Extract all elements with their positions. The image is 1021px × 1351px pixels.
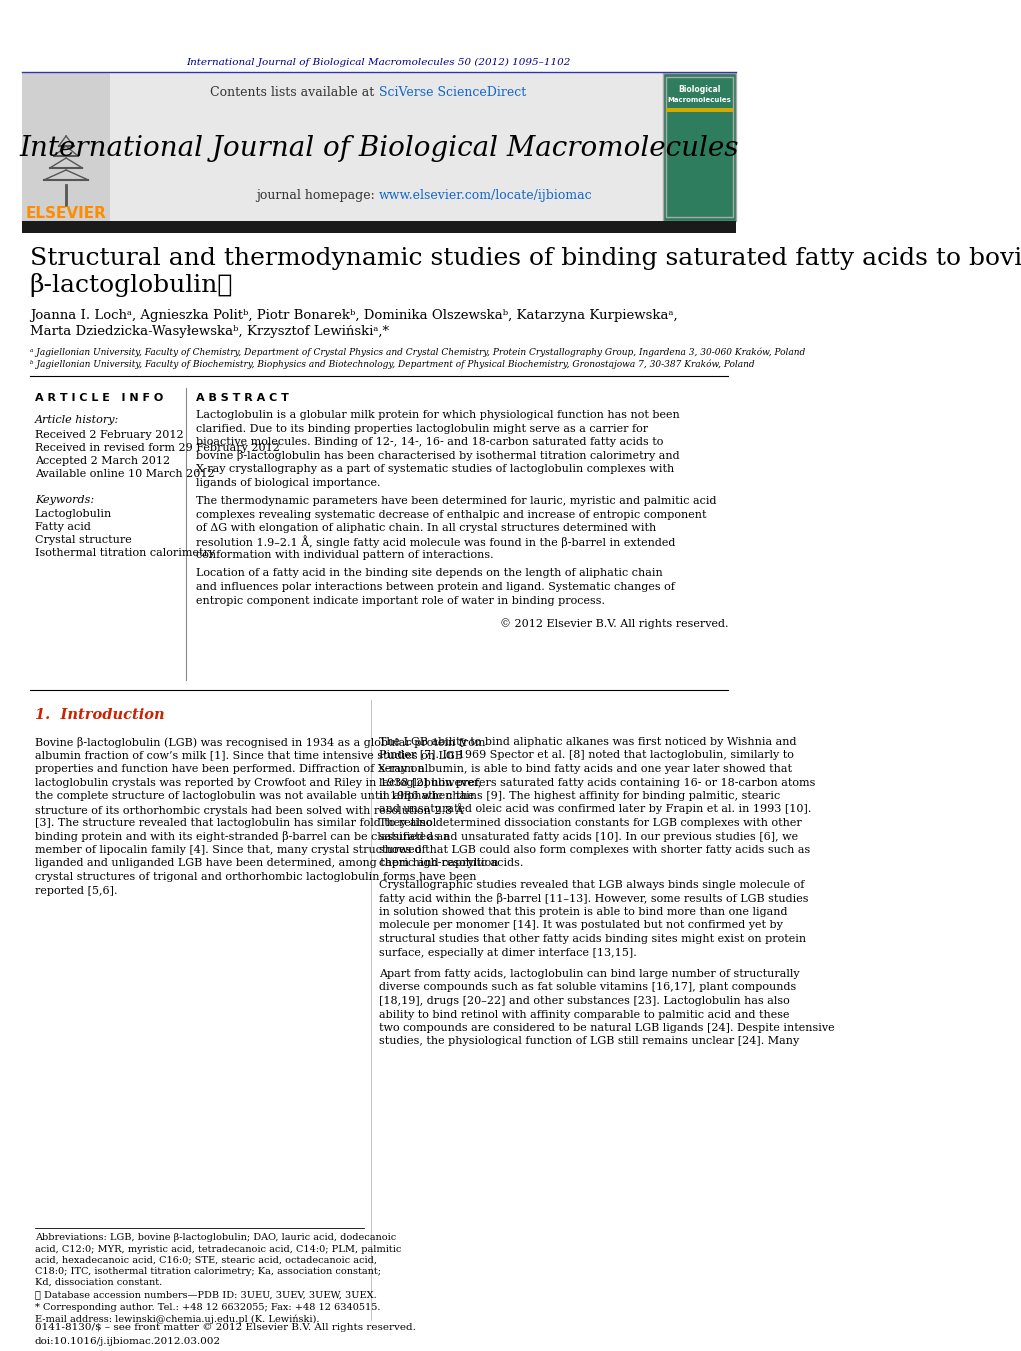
Text: molecule per monomer [14]. It was postulated but not confirmed yet by: molecule per monomer [14]. It was postul… (379, 920, 782, 931)
Text: Marta Dziedzicka-Wasyłewskaᵇ, Krzysztof Lewińskiᵃ,*: Marta Dziedzicka-Wasyłewskaᵇ, Krzysztof … (30, 324, 389, 338)
Text: doi:10.1016/j.ijbiomac.2012.03.002: doi:10.1016/j.ijbiomac.2012.03.002 (35, 1336, 221, 1346)
Text: diverse compounds such as fat soluble vitamins [16,17], plant compounds: diverse compounds such as fat soluble vi… (379, 982, 796, 993)
Text: [18,19], drugs [20–22] and other substances [23]. Lactoglobulin has also: [18,19], drugs [20–22] and other substan… (379, 996, 789, 1006)
Text: [3]. The structure revealed that lactoglobulin has similar fold to retinol: [3]. The structure revealed that lactogl… (35, 817, 436, 828)
Text: properties and function have been performed. Diffraction of X-ray on: properties and function have been perfor… (35, 765, 425, 774)
Text: A B S T R A C T: A B S T R A C T (196, 393, 289, 403)
Text: complexes revealing systematic decrease of enthalpic and increase of entropic co: complexes revealing systematic decrease … (196, 509, 707, 520)
Text: and unsaturated oleic acid was confirmed later by Frapin et al. in 1993 [10].: and unsaturated oleic acid was confirmed… (379, 804, 811, 815)
Text: Fatty acid: Fatty acid (35, 521, 91, 532)
Text: Contents lists available at: Contents lists available at (210, 86, 379, 100)
Text: Lactoglobulin is a globular milk protein for which physiological function has no: Lactoglobulin is a globular milk protein… (196, 409, 680, 420)
Text: Abbreviations: LGB, bovine β-lactoglobulin; DAO, lauric acid, dodecanoic: Abbreviations: LGB, bovine β-lactoglobul… (35, 1233, 396, 1243)
Text: fatty acid within the β-barrel [11–13]. However, some results of LGB studies: fatty acid within the β-barrel [11–13]. … (379, 893, 809, 904)
Text: © 2012 Elsevier B.V. All rights reserved.: © 2012 Elsevier B.V. All rights reserved… (500, 619, 728, 630)
Text: A R T I C L E   I N F O: A R T I C L E I N F O (35, 393, 163, 403)
Text: Available online 10 March 2012: Available online 10 March 2012 (35, 469, 214, 480)
Bar (666, 108, 733, 112)
Text: serum albumin, is able to bind fatty acids and one year later showed that: serum albumin, is able to bind fatty aci… (379, 765, 791, 774)
Text: lactoglobulin prefers saturated fatty acids containing 16- or 18-carbon atoms: lactoglobulin prefers saturated fatty ac… (379, 777, 815, 788)
Text: albumin fraction of cow’s milk [1]. Since that time intensive studies on LGB: albumin fraction of cow’s milk [1]. Sinc… (35, 751, 463, 761)
Text: * Corresponding author. Tel.: +48 12 6632055; Fax: +48 12 6340515.: * Corresponding author. Tel.: +48 12 663… (35, 1302, 381, 1312)
Text: Lactoglobulin: Lactoglobulin (35, 509, 112, 519)
Text: bovine β-lactoglobulin has been characterised by isothermal titration calorimetr: bovine β-lactoglobulin has been characte… (196, 450, 680, 461)
Text: bioactive molecules. Binding of 12-, 14-, 16- and 18-carbon saturated fatty acid: bioactive molecules. Binding of 12-, 14-… (196, 436, 664, 447)
Text: showed that LGB could also form complexes with shorter fatty acids such as: showed that LGB could also form complexe… (379, 844, 810, 855)
Text: Bovine β-lactoglobulin (LGB) was recognised in 1934 as a globular protein from: Bovine β-lactoglobulin (LGB) was recogni… (35, 736, 485, 747)
Text: studies, the physiological function of LGB still remains unclear [24]. Many: studies, the physiological function of L… (379, 1036, 799, 1047)
Text: Crystallographic studies revealed that LGB always binds single molecule of: Crystallographic studies revealed that L… (379, 880, 805, 890)
Text: They also determined dissociation constants for LGB complexes with other: They also determined dissociation consta… (379, 817, 801, 828)
Text: The thermodynamic parameters have been determined for lauric, myristic and palmi: The thermodynamic parameters have been d… (196, 496, 717, 507)
Text: ability to bind retinol with affinity comparable to palmitic acid and these: ability to bind retinol with affinity co… (379, 1009, 789, 1020)
Text: The LGB ability to bind aliphatic alkanes was first noticed by Wishnia and: The LGB ability to bind aliphatic alkane… (379, 738, 796, 747)
Text: Keywords:: Keywords: (35, 494, 94, 505)
Bar (22, 222, 736, 232)
Text: crystal structures of trigonal and orthorhombic lactoglobulin forms have been: crystal structures of trigonal and ortho… (35, 871, 477, 882)
Text: 1.  Introduction: 1. Introduction (35, 708, 164, 721)
Text: ᵃ Jagiellonian University, Faculty of Chemistry, Department of Crystal Physics a: ᵃ Jagiellonian University, Faculty of Ch… (30, 347, 805, 357)
Text: ligands of biological importance.: ligands of biological importance. (196, 477, 381, 488)
Text: Biological: Biological (678, 85, 721, 95)
Text: E-mail address: lewinski@chemia.uj.edu.pl (K. Lewiński).: E-mail address: lewinski@chemia.uj.edu.p… (35, 1315, 320, 1324)
Text: Crystal structure: Crystal structure (35, 535, 132, 544)
Text: and influences polar interactions between protein and ligand. Systematic changes: and influences polar interactions betwee… (196, 582, 675, 592)
Text: structure of its orthorhombic crystals had been solved with resolution 2.8 Å: structure of its orthorhombic crystals h… (35, 802, 464, 816)
Text: X-ray crystallography as a part of systematic studies of lactoglobulin complexes: X-ray crystallography as a part of syste… (196, 463, 674, 474)
Bar (666, 77, 733, 218)
Text: Article history:: Article history: (35, 415, 119, 426)
Text: of ΔG with elongation of aliphatic chain. In all crystal structures determined w: of ΔG with elongation of aliphatic chain… (196, 523, 657, 534)
Text: International Journal of Biological Macromolecules 50 (2012) 1095–1102: International Journal of Biological Macr… (187, 58, 571, 66)
Text: liganded and unliganded LGB have been determined, among them high-resolution: liganded and unliganded LGB have been de… (35, 858, 498, 869)
Text: surface, especially at dimer interface [13,15].: surface, especially at dimer interface [… (379, 947, 636, 958)
Text: structural studies that other fatty acids binding sites might exist on protein: structural studies that other fatty acid… (379, 934, 806, 944)
Text: acid, hexadecanoic acid, C16:0; STE, stearic acid, octadecanoic acid,: acid, hexadecanoic acid, C16:0; STE, ste… (35, 1255, 377, 1265)
Text: Apart from fatty acids, lactoglobulin can bind large number of structurally: Apart from fatty acids, lactoglobulin ca… (379, 969, 799, 979)
Text: journal homepage:: journal homepage: (256, 189, 379, 201)
Text: International Journal of Biological Macromolecules: International Journal of Biological Macr… (19, 135, 738, 162)
Text: SciVerse ScienceDirect: SciVerse ScienceDirect (379, 86, 526, 100)
Text: reported [5,6].: reported [5,6]. (35, 885, 117, 896)
Text: Received 2 February 2012: Received 2 February 2012 (35, 430, 184, 440)
Text: Location of a fatty acid in the binding site depends on the length of aliphatic : Location of a fatty acid in the binding … (196, 569, 663, 578)
Text: clarified. Due to its binding properties lactoglobulin might serve as a carrier : clarified. Due to its binding properties… (196, 423, 648, 434)
Text: ELSEVIER: ELSEVIER (26, 205, 106, 220)
Text: saturated and unsaturated fatty acids [10]. In our previous studies [6], we: saturated and unsaturated fatty acids [1… (379, 831, 797, 842)
Text: Accepted 2 March 2012: Accepted 2 March 2012 (35, 457, 171, 466)
Text: entropic component indicate important role of water in binding process.: entropic component indicate important ro… (196, 596, 605, 605)
Text: lactoglobulin crystals was reported by Crowfoot and Riley in 1938 [2] however,: lactoglobulin crystals was reported by C… (35, 777, 481, 788)
Text: in solution showed that this protein is able to bind more than one ligand: in solution showed that this protein is … (379, 907, 787, 917)
Text: acid, C12:0; MYR, myristic acid, tetradecanoic acid, C14:0; PLM, palmitic: acid, C12:0; MYR, myristic acid, tetrade… (35, 1244, 401, 1254)
Text: β-lactoglobulin⋆: β-lactoglobulin⋆ (30, 273, 233, 297)
Text: in aliphatic chains [9]. The highest affinity for binding palmitic, stearic: in aliphatic chains [9]. The highest aff… (379, 790, 780, 801)
Text: conformation with individual pattern of interactions.: conformation with individual pattern of … (196, 550, 494, 561)
Text: binding protein and with its eight-stranded β-barrel can be classified as a: binding protein and with its eight-stran… (35, 831, 450, 842)
Text: capric and caprylic acids.: capric and caprylic acids. (379, 858, 523, 869)
Text: Structural and thermodynamic studies of binding saturated fatty acids to bovine: Structural and thermodynamic studies of … (30, 246, 1021, 269)
Text: C18:0; ITC, isothermal titration calorimetry; Ka, association constant;: C18:0; ITC, isothermal titration calorim… (35, 1266, 381, 1275)
Text: ⋆ Database accession numbers—PDB ID: 3UEU, 3UEV, 3UEW, 3UEX.: ⋆ Database accession numbers—PDB ID: 3UE… (35, 1290, 377, 1300)
Text: Kd, dissociation constant.: Kd, dissociation constant. (35, 1278, 162, 1286)
Bar (663, 73, 736, 222)
Text: ᵇ Jagiellonian University, Faculty of Biochemistry, Biophysics and Biotechnology: ᵇ Jagiellonian University, Faculty of Bi… (30, 359, 755, 369)
Text: the complete structure of lactoglobulin was not available until 1986 when the: the complete structure of lactoglobulin … (35, 790, 474, 801)
Text: 0141-8130/$ – see front matter © 2012 Elsevier B.V. All rights reserved.: 0141-8130/$ – see front matter © 2012 El… (35, 1324, 416, 1332)
Text: member of lipocalin family [4]. Since that, many crystal structures of: member of lipocalin family [4]. Since th… (35, 844, 426, 855)
Text: Isothermal titration calorimetry: Isothermal titration calorimetry (35, 549, 215, 558)
Bar (22, 73, 110, 222)
Bar (22, 73, 736, 222)
Text: two compounds are considered to be natural LGB ligands [24]. Despite intensive: two compounds are considered to be natur… (379, 1023, 834, 1034)
Text: www.elsevier.com/locate/ijbiomac: www.elsevier.com/locate/ijbiomac (379, 189, 592, 201)
Text: Received in revised form 29 February 2012: Received in revised form 29 February 201… (35, 443, 280, 453)
Text: Joanna I. Lochᵃ, Agnieszka Politᵇ, Piotr Bonarekᵇ, Dominika Olszewskaᵇ, Katarzyn: Joanna I. Lochᵃ, Agnieszka Politᵇ, Piotr… (30, 308, 677, 322)
Text: Pinder [7]. In 1969 Spector et al. [8] noted that lactoglobulin, similarly to: Pinder [7]. In 1969 Spector et al. [8] n… (379, 751, 793, 761)
Text: resolution 1.9–2.1 Å, single fatty acid molecule was found in the β-barrel in ex: resolution 1.9–2.1 Å, single fatty acid … (196, 535, 676, 549)
Text: Macromolecules: Macromolecules (668, 97, 731, 103)
